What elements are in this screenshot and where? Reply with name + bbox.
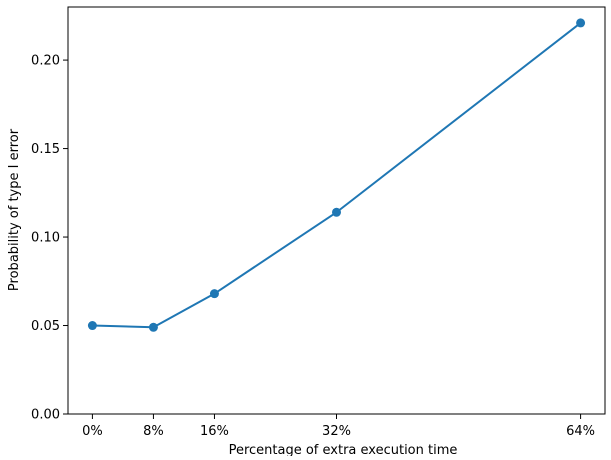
y-tick-label: 0.05: [31, 319, 60, 334]
ticks-layer: 0.00 0.05 0.10 0.15 0.20 0% 8% 16% 32% 64%: [31, 54, 595, 439]
data-point: [209, 289, 219, 299]
series-layer: [87, 18, 586, 332]
x-tick-label: 32%: [322, 424, 351, 439]
x-axis-label: Percentage of extra execution time: [229, 443, 458, 456]
x-tick-label: 64%: [566, 424, 595, 439]
x-tick-label: 8%: [143, 424, 164, 439]
data-point: [148, 322, 158, 332]
data-point: [576, 18, 586, 28]
y-tick-label: 0.20: [31, 54, 60, 69]
y-axis-label: Probability of type I error: [7, 128, 22, 291]
x-tick-label: 16%: [200, 424, 229, 439]
data-point: [87, 321, 97, 331]
y-tick-label: 0.10: [31, 231, 60, 246]
data-point: [332, 207, 341, 217]
y-tick-label: 0.00: [31, 408, 60, 423]
plot-frame: [67, 6, 606, 415]
x-tick-label: 0%: [82, 424, 103, 439]
y-tick-label: 0.15: [31, 142, 60, 157]
series-line: [92, 22, 582, 329]
